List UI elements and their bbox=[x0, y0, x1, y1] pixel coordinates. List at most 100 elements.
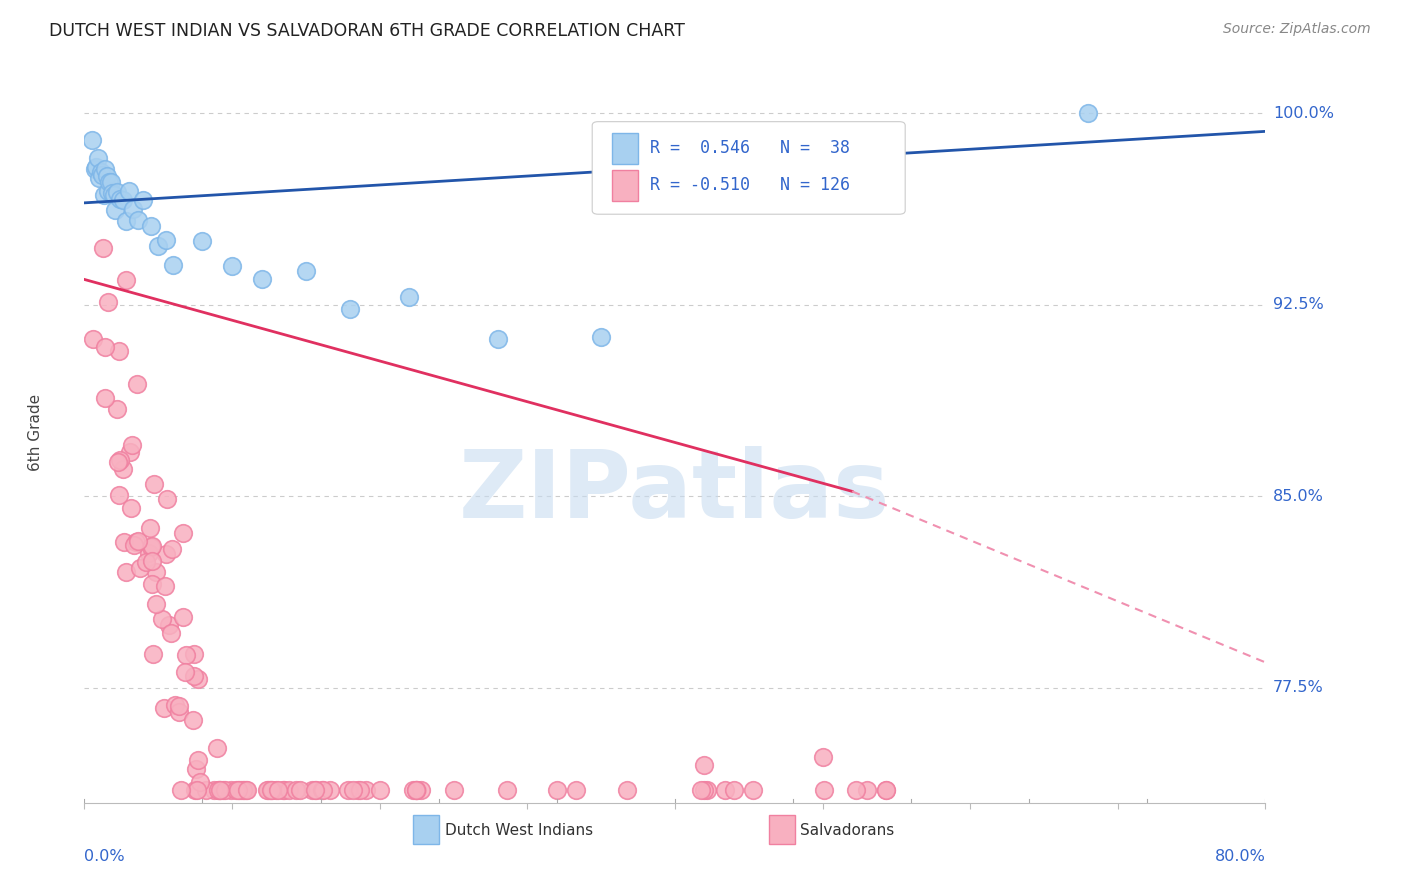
Point bbox=[101, 186, 124, 200]
Point bbox=[693, 783, 716, 797]
Point bbox=[139, 540, 162, 554]
Point bbox=[284, 783, 307, 797]
Point bbox=[841, 127, 863, 141]
Point bbox=[138, 546, 160, 560]
Point bbox=[207, 783, 229, 797]
Point bbox=[148, 239, 170, 253]
Point bbox=[90, 165, 112, 179]
Point bbox=[153, 578, 176, 592]
Text: Salvadorans: Salvadorans bbox=[800, 822, 894, 838]
Point bbox=[125, 534, 148, 549]
Point bbox=[120, 445, 142, 459]
Point bbox=[150, 611, 173, 625]
Point bbox=[107, 455, 129, 469]
Point bbox=[112, 461, 135, 475]
Point bbox=[856, 783, 879, 797]
Point bbox=[169, 699, 191, 714]
Point bbox=[96, 169, 118, 184]
Point bbox=[312, 783, 335, 797]
Point bbox=[693, 757, 716, 772]
Point bbox=[741, 783, 763, 797]
Point bbox=[153, 700, 176, 714]
Point bbox=[91, 168, 114, 182]
Point bbox=[228, 783, 250, 797]
Point bbox=[405, 783, 427, 797]
Point bbox=[172, 610, 194, 624]
Point bbox=[295, 264, 318, 278]
Point bbox=[114, 214, 136, 228]
Point bbox=[349, 783, 371, 797]
Point bbox=[172, 525, 194, 540]
Point bbox=[111, 193, 134, 207]
Point bbox=[135, 555, 157, 569]
Point bbox=[141, 553, 163, 567]
Point bbox=[155, 233, 177, 247]
Point bbox=[354, 783, 377, 797]
Point bbox=[110, 453, 132, 467]
Point bbox=[231, 783, 253, 797]
Point bbox=[143, 476, 166, 491]
Point bbox=[183, 647, 205, 661]
Text: DUTCH WEST INDIAN VS SALVADORAN 6TH GRADE CORRELATION CHART: DUTCH WEST INDIAN VS SALVADORAN 6TH GRAD… bbox=[49, 22, 685, 40]
Point bbox=[225, 783, 247, 797]
Point bbox=[305, 783, 328, 797]
Point bbox=[690, 783, 713, 797]
Point bbox=[155, 547, 177, 561]
Text: 77.5%: 77.5% bbox=[1272, 681, 1323, 696]
Point bbox=[84, 160, 107, 174]
Text: Dutch West Indians: Dutch West Indians bbox=[444, 822, 593, 838]
FancyBboxPatch shape bbox=[612, 133, 638, 164]
Point bbox=[112, 535, 135, 549]
Point bbox=[191, 234, 214, 248]
Point bbox=[174, 665, 197, 680]
Point bbox=[339, 301, 361, 316]
Point bbox=[546, 783, 568, 797]
Point bbox=[132, 193, 155, 207]
Point bbox=[266, 783, 288, 797]
Point bbox=[565, 783, 588, 797]
Point bbox=[214, 783, 236, 797]
Point bbox=[212, 783, 235, 797]
Point bbox=[108, 344, 131, 359]
Point bbox=[93, 340, 115, 354]
Point bbox=[159, 626, 181, 640]
Point bbox=[402, 783, 425, 797]
Point bbox=[127, 376, 149, 391]
Point bbox=[273, 783, 295, 797]
Point bbox=[103, 188, 125, 202]
Point bbox=[304, 783, 326, 797]
Point bbox=[232, 783, 254, 797]
Point bbox=[259, 783, 281, 797]
Point bbox=[405, 783, 427, 797]
Point bbox=[398, 290, 420, 304]
Point bbox=[120, 500, 142, 515]
Point bbox=[141, 539, 163, 553]
Text: Source: ZipAtlas.com: Source: ZipAtlas.com bbox=[1223, 22, 1371, 37]
Point bbox=[591, 330, 613, 344]
Point bbox=[139, 521, 162, 535]
Point bbox=[108, 192, 131, 206]
Point bbox=[145, 565, 167, 579]
Point bbox=[260, 783, 283, 797]
Point bbox=[87, 170, 111, 185]
Point bbox=[82, 332, 104, 346]
Point bbox=[139, 219, 162, 234]
Point bbox=[184, 783, 207, 797]
Point bbox=[156, 491, 179, 506]
Point bbox=[342, 783, 364, 797]
Text: 100.0%: 100.0% bbox=[1272, 106, 1334, 121]
Point bbox=[260, 783, 283, 797]
Point bbox=[226, 783, 249, 797]
Point bbox=[121, 438, 143, 452]
Point bbox=[83, 162, 105, 177]
Point bbox=[129, 560, 152, 574]
Point bbox=[114, 565, 136, 579]
Point bbox=[219, 783, 242, 797]
Point bbox=[875, 783, 897, 797]
Point bbox=[723, 783, 745, 797]
Point bbox=[122, 202, 145, 216]
Point bbox=[202, 783, 225, 797]
Text: 80.0%: 80.0% bbox=[1215, 849, 1265, 863]
Point bbox=[186, 783, 208, 797]
Point bbox=[443, 783, 465, 797]
